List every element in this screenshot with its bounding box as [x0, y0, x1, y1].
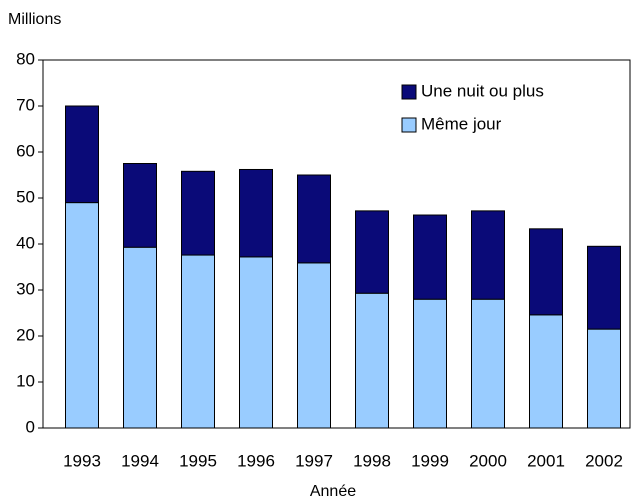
y-tick-label: 80	[16, 49, 35, 68]
y-tick-label: 0	[26, 417, 35, 436]
legend-label: Une nuit ou plus	[421, 81, 544, 100]
legend-swatch	[401, 117, 417, 133]
bar-segment	[297, 174, 331, 264]
x-tick-label: 2001	[527, 451, 565, 470]
bar-segment	[181, 170, 215, 256]
bar-segment	[65, 105, 99, 204]
bar-segment	[355, 210, 389, 294]
bar-segment	[529, 314, 563, 429]
x-tick-label: 2000	[469, 451, 507, 470]
y-tick-label: 70	[16, 95, 35, 114]
bar-segment	[355, 292, 389, 429]
bar-segment	[587, 245, 621, 330]
x-axis-label: Année	[310, 483, 356, 500]
x-tick-label: 1998	[353, 451, 391, 470]
legend-label: Même jour	[421, 114, 502, 133]
bar-segment	[529, 228, 563, 316]
y-tick-label: 60	[16, 141, 35, 160]
bar-segment	[239, 256, 273, 429]
legend-swatch	[401, 84, 417, 100]
x-tick-label: 1993	[63, 451, 101, 470]
bar-segment	[471, 298, 505, 429]
bar-segment	[413, 214, 447, 300]
bar-segment	[181, 254, 215, 429]
y-tick-label: 10	[16, 371, 35, 390]
x-tick-label: 2002	[585, 451, 623, 470]
bar-segment	[413, 298, 447, 429]
x-tick-label: 1995	[179, 451, 217, 470]
x-tick-label: 1994	[121, 451, 159, 470]
y-tick-label: 50	[16, 187, 35, 206]
bar-segment	[65, 202, 99, 429]
y-tick-label: 20	[16, 325, 35, 344]
bar-segment	[239, 168, 273, 258]
y-tick-label: 40	[16, 233, 35, 252]
bar-segment	[123, 246, 157, 429]
bar-segment	[297, 262, 331, 429]
bar-segment	[587, 328, 621, 429]
x-tick-label: 1997	[295, 451, 333, 470]
bar-segment	[471, 210, 505, 300]
x-tick-label: 1999	[411, 451, 449, 470]
y-axis-label: Millions	[8, 11, 61, 28]
y-tick-label: 30	[16, 279, 35, 298]
bar-segment	[123, 163, 157, 248]
x-tick-label: 1996	[237, 451, 275, 470]
